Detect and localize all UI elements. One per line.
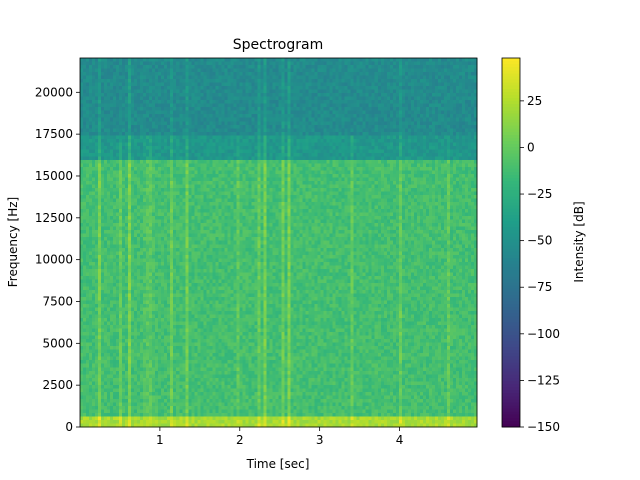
spectrogram-cells: [80, 58, 478, 428]
colorbar: [501, 57, 521, 428]
x-axis-label: Time [sec]: [246, 457, 310, 471]
y-tick-label: 10000: [35, 253, 73, 267]
colorbar-frame: [501, 57, 521, 428]
colorbar-label: Intensity [dB]: [572, 201, 586, 282]
x-axis-ticks: 1 2 3 4: [156, 427, 403, 447]
x-tick-label: 2: [236, 433, 244, 447]
y-tick-label: 12500: [35, 211, 73, 225]
colorbar-tick-label: −125: [527, 373, 560, 387]
y-axis-label: Frequency [Hz]: [6, 197, 20, 288]
y-tick-label: 5000: [42, 336, 73, 350]
colorbar-tick-label: −100: [527, 327, 560, 341]
x-tick-label: 4: [396, 433, 404, 447]
y-axis-ticks: 0 2500 5000 7500 10000 12500 15000 17500 20000: [35, 85, 80, 434]
colorbar-tick-label: −75: [527, 280, 552, 294]
y-tick-label: 17500: [35, 127, 73, 141]
y-tick-label: 2500: [42, 378, 73, 392]
colorbar-tick-label: −25: [527, 187, 552, 201]
y-tick-label: 15000: [35, 169, 73, 183]
x-tick-label: 1: [156, 433, 164, 447]
spectrogram-plot-area: [79, 57, 478, 428]
y-tick-label: 20000: [35, 85, 73, 99]
colorbar-ticks: −150 −125 −100 −75 −50 −25 0 25: [520, 94, 560, 434]
plot-frame: [79, 57, 478, 428]
y-tick-label: 0: [65, 420, 73, 434]
chart-title: Spectrogram: [233, 37, 323, 53]
x-tick-label: 3: [316, 433, 324, 447]
colorbar-tick-label: 0: [527, 140, 535, 154]
colorbar-tick-label: −150: [527, 420, 560, 434]
colorbar-tick-label: 25: [527, 94, 542, 108]
y-tick-label: 7500: [42, 294, 73, 308]
colorbar-tick-label: −50: [527, 234, 552, 248]
